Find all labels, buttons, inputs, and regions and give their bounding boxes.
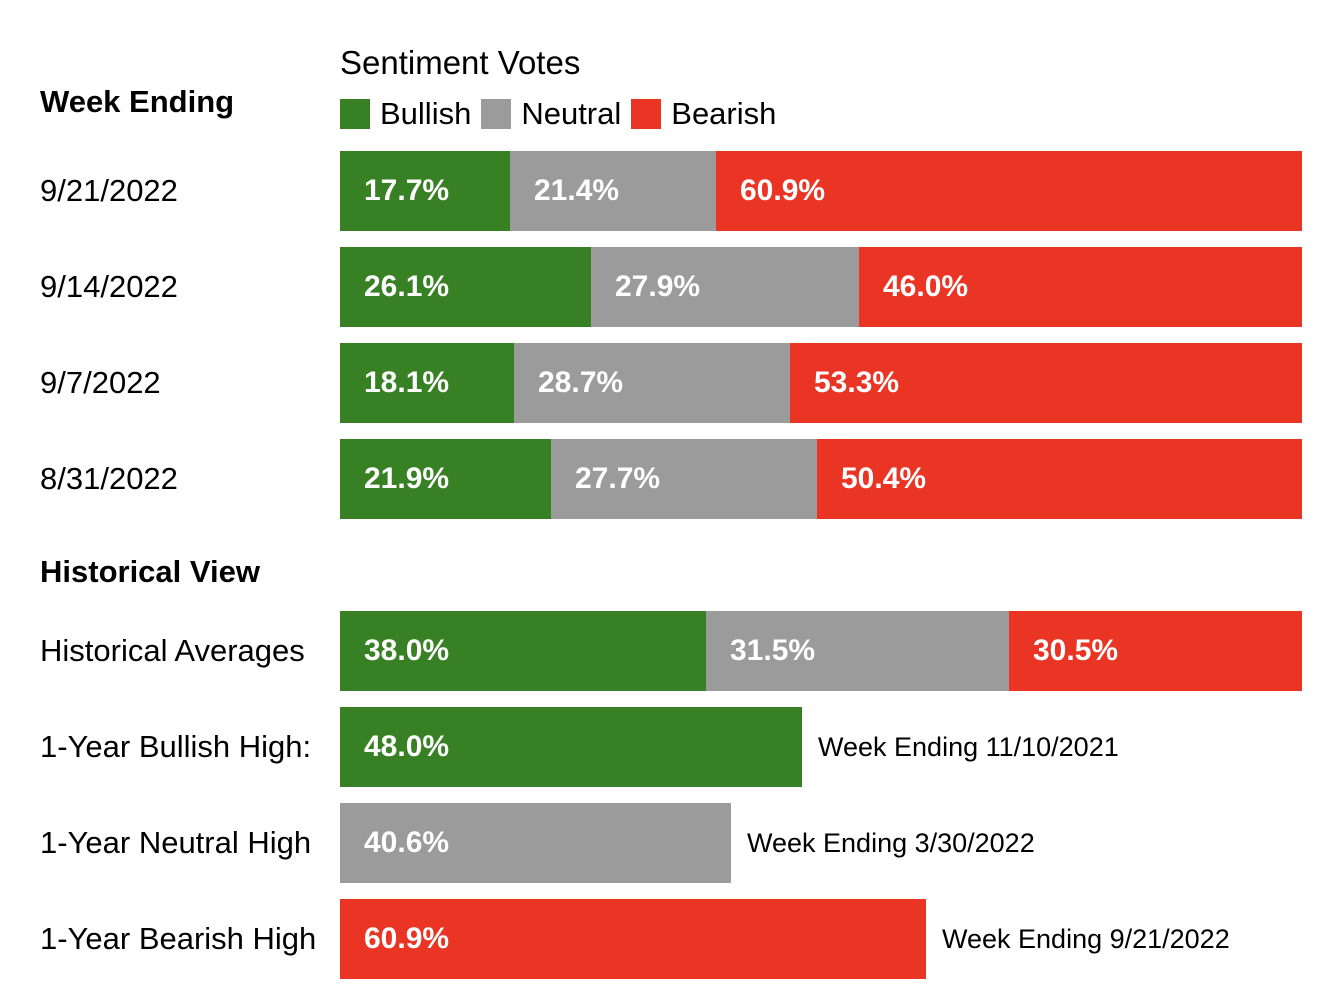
bearish-high-week-note: Week Ending 9/21/2022 <box>942 924 1230 954</box>
neutral-high-week-note: Week Ending 3/30/2022 <box>747 828 1035 858</box>
bearish-high-label: 1-Year Bearish High <box>40 921 317 956</box>
week-3-neutral-segment: 27.7% <box>551 439 817 519</box>
week-1-bullish-segment: 26.1% <box>340 247 591 327</box>
legend-swatch-bullish <box>340 99 370 129</box>
week-0-bearish-segment: 60.9% <box>716 151 1302 231</box>
week-0-bullish-value-label: 17.7% <box>364 174 450 207</box>
week-1-neutral-segment: 27.9% <box>591 247 859 327</box>
historical-averages-bullish-segment: 38.0% <box>340 611 706 691</box>
historical-averages-bearish-value-label: 30.5% <box>1033 634 1119 667</box>
week-0-neutral-value-label: 21.4% <box>534 174 620 207</box>
bullish-high-value-label: 48.0% <box>364 730 450 763</box>
historical-averages-bar: 38.0% 31.5% 30.5% <box>340 611 1302 691</box>
week-label-2: 9/7/2022 <box>40 365 161 400</box>
legend-bearish: Bearish <box>631 96 776 132</box>
week-0-neutral-segment: 21.4% <box>510 151 716 231</box>
legend-bullish: Bullish <box>340 96 471 132</box>
neutral-high-label: 1-Year Neutral High <box>40 825 312 860</box>
week-3-bullish-value-label: 21.9% <box>364 462 450 495</box>
legend-label-bearish: Bearish <box>671 96 777 131</box>
bullish-high-week-note: Week Ending 11/10/2021 <box>818 732 1119 762</box>
week-0-bar: 17.7% 21.4% 60.9% <box>340 151 1302 231</box>
historical-averages-neutral-value-label: 31.5% <box>730 634 816 667</box>
legend-label-neutral: Neutral <box>521 96 622 131</box>
legend: Bullish Neutral Bearish <box>340 96 786 132</box>
week-label-1: 9/14/2022 <box>40 269 178 304</box>
week-2-neutral-value-label: 28.7% <box>538 366 624 399</box>
week-0-bullish-segment: 17.7% <box>340 151 510 231</box>
week-3-neutral-value-label: 27.7% <box>575 462 661 495</box>
chart-title: Sentiment Votes <box>340 44 581 81</box>
week-1-bearish-segment: 46.0% <box>859 247 1302 327</box>
week-3-bearish-segment: 50.4% <box>817 439 1302 519</box>
week-2-neutral-segment: 28.7% <box>514 343 790 423</box>
legend-label-bullish: Bullish <box>380 96 472 131</box>
legend-neutral: Neutral <box>481 96 621 132</box>
neutral-high-bar: 40.6% <box>340 803 731 883</box>
week-1-bullish-value-label: 26.1% <box>364 270 450 303</box>
historical-averages-label: Historical Averages <box>40 633 305 668</box>
week-2-bar: 18.1% 28.7% 53.3% <box>340 343 1302 423</box>
bearish-high-value-label: 60.9% <box>364 922 450 955</box>
bullish-high-label: 1-Year Bullish High: <box>40 729 312 764</box>
week-label-3: 8/31/2022 <box>40 461 178 496</box>
historical-averages-bullish-value-label: 38.0% <box>364 634 450 667</box>
historical-view-header: Historical View <box>40 554 260 589</box>
week-2-bullish-segment: 18.1% <box>340 343 514 423</box>
week-1-bar: 26.1% 27.9% 46.0% <box>340 247 1302 327</box>
week-3-bearish-value-label: 50.4% <box>841 462 927 495</box>
historical-averages-neutral-segment: 31.5% <box>706 611 1009 691</box>
week-label-0: 9/21/2022 <box>40 173 178 208</box>
neutral-high-value-label: 40.6% <box>364 826 450 859</box>
bearish-high-bar: 60.9% <box>340 899 926 979</box>
week-2-bearish-value-label: 53.3% <box>814 366 900 399</box>
week-0-bearish-value-label: 60.9% <box>740 174 826 207</box>
week-3-bar: 21.9% 27.7% 50.4% <box>340 439 1302 519</box>
historical-averages-bearish-segment: 30.5% <box>1009 611 1302 691</box>
week-2-bearish-segment: 53.3% <box>790 343 1302 423</box>
week-ending-header: Week Ending <box>40 84 235 119</box>
week-3-bullish-segment: 21.9% <box>340 439 551 519</box>
week-1-neutral-value-label: 27.9% <box>615 270 701 303</box>
legend-swatch-bearish <box>631 99 662 129</box>
bullish-high-bar: 48.0% <box>340 707 802 787</box>
legend-swatch-neutral <box>481 99 512 129</box>
week-2-bullish-value-label: 18.1% <box>364 366 450 399</box>
week-1-bearish-value-label: 46.0% <box>883 270 969 303</box>
